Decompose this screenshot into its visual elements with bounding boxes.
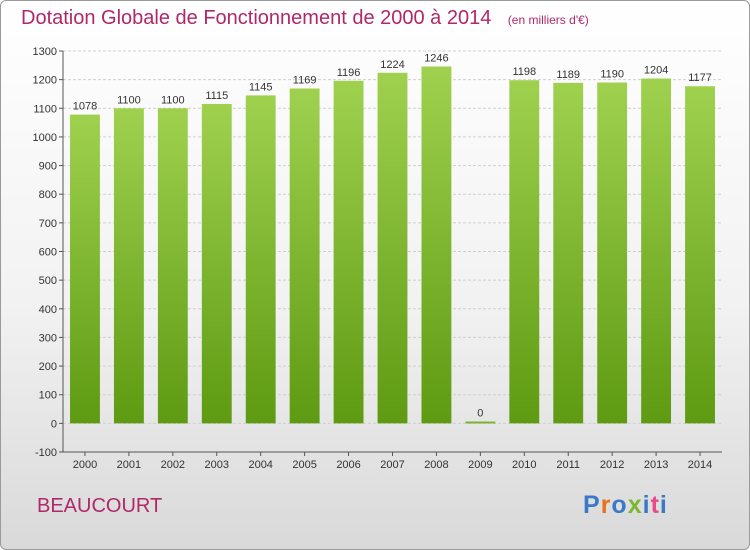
- x-tick-label-2014: 2014: [688, 459, 712, 471]
- logo-letter: r: [600, 491, 612, 519]
- logo-letter: t: [650, 491, 660, 519]
- proxiti-logo: Proxiti: [583, 491, 668, 520]
- bar-2014: [685, 86, 715, 424]
- value-label-2000: 1078: [73, 101, 97, 113]
- bar-2000: [70, 114, 100, 424]
- x-tick-label-2008: 2008: [424, 459, 448, 471]
- bar-2004: [245, 95, 276, 424]
- bar-2006: [333, 80, 364, 424]
- x-tick-label-2002: 2002: [161, 459, 185, 471]
- x-tick-label-2009: 2009: [468, 459, 492, 471]
- commune-name: BEAUCOURT: [37, 495, 163, 517]
- bar-2007: [377, 72, 408, 424]
- x-tick-label-2013: 2013: [644, 459, 668, 471]
- y-tick-label: 800: [39, 189, 57, 201]
- value-label-2001: 1100: [117, 94, 141, 106]
- logo-letter: o: [611, 491, 628, 519]
- y-tick-label: 900: [39, 161, 57, 173]
- y-tick-label: 1200: [33, 75, 57, 87]
- bar-2013: [641, 78, 672, 424]
- bar-2010: [509, 80, 540, 424]
- value-label-2011: 1189: [556, 69, 580, 81]
- value-label-2010: 1198: [512, 66, 536, 78]
- y-tick-label: 200: [39, 361, 57, 373]
- value-label-2014: 1177: [688, 72, 712, 84]
- bar-2005: [289, 88, 320, 424]
- logo-letter: x: [627, 491, 643, 519]
- logo-letter: i: [659, 491, 668, 519]
- logo-letter: P: [583, 491, 601, 519]
- x-tick-label-2000: 2000: [73, 459, 97, 471]
- y-tick-label: 0: [51, 418, 57, 430]
- chart-unit: (en milliers d'€): [507, 13, 589, 27]
- chart-title-block: Dotation Globale de Fonctionnement de 20…: [21, 7, 589, 30]
- bar-2011: [553, 82, 584, 424]
- value-label-2004: 1145: [249, 81, 273, 93]
- y-tick-label: 1300: [33, 46, 57, 58]
- y-tick-label: 100: [39, 390, 57, 402]
- y-tick-label: -100: [35, 447, 57, 459]
- value-label-2012: 1190: [600, 69, 624, 81]
- x-tick-label-2006: 2006: [336, 459, 360, 471]
- value-label-2005: 1169: [293, 75, 317, 87]
- value-label-2003: 1115: [205, 90, 228, 102]
- x-tick-label-2005: 2005: [292, 459, 316, 471]
- bar-2002: [157, 108, 188, 424]
- x-tick-label-2011: 2011: [556, 459, 580, 471]
- x-tick-label-2010: 2010: [512, 459, 536, 471]
- x-tick-label-2004: 2004: [248, 459, 272, 471]
- y-tick-label: 700: [39, 218, 57, 230]
- bar-2008: [421, 66, 452, 424]
- value-label-2008: 1246: [424, 52, 448, 64]
- x-tick-label-2012: 2012: [600, 459, 624, 471]
- value-label-2006: 1196: [337, 67, 361, 79]
- value-label-2007: 1224: [380, 59, 404, 71]
- y-tick-label: 1100: [33, 103, 57, 115]
- value-label-2002: 1100: [161, 94, 185, 106]
- x-tick-label-2003: 2003: [205, 459, 229, 471]
- chart-title: Dotation Globale de Fonctionnement de 20…: [21, 7, 492, 29]
- y-tick-label: 1000: [33, 132, 57, 144]
- x-tick-label-2001: 2001: [117, 459, 141, 471]
- y-tick-label: 300: [39, 332, 57, 344]
- y-tick-label: 600: [39, 247, 57, 259]
- bar-2009: [465, 421, 496, 424]
- y-tick-label: 500: [39, 275, 57, 287]
- bar-2003: [201, 103, 232, 424]
- value-label-2009: 0: [477, 407, 483, 419]
- value-label-2013: 1204: [644, 64, 668, 76]
- bar-2001: [113, 108, 144, 424]
- x-tick-label-2007: 2007: [380, 459, 404, 471]
- bar-2012: [597, 82, 628, 424]
- logo-letter: i: [642, 491, 651, 519]
- y-tick-label: 400: [39, 304, 57, 316]
